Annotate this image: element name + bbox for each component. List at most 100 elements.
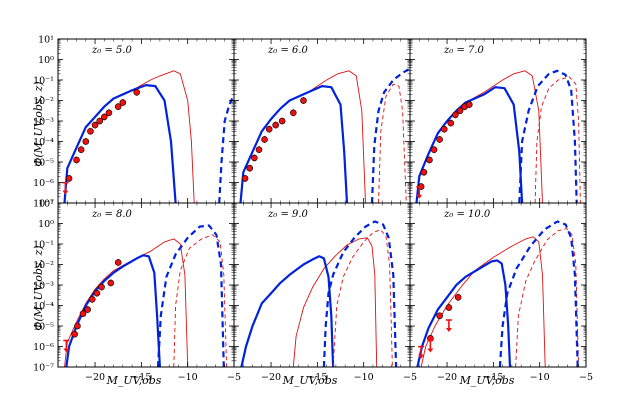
data-point <box>445 304 453 311</box>
data-point <box>265 125 273 133</box>
data-point <box>452 111 459 119</box>
data-point <box>71 330 78 338</box>
upper-limit-marker <box>427 339 434 353</box>
series-blue-solid <box>63 84 177 203</box>
data-point <box>96 117 103 125</box>
y-tick-label: 10⁻¹ <box>33 76 54 87</box>
panel-frame <box>409 38 587 204</box>
plot-area <box>62 70 234 203</box>
data-point <box>73 156 80 164</box>
data-point <box>93 289 101 297</box>
y-tick-label: 10⁻⁵ <box>33 158 54 169</box>
panel-label: z₀ = 10.0 <box>443 209 491 220</box>
data-point <box>261 136 268 143</box>
series-red-solid <box>292 237 378 367</box>
data-point <box>241 175 249 182</box>
upper-limit-marker <box>63 339 70 353</box>
panel-frame <box>409 202 587 368</box>
series-red-solid <box>64 238 189 367</box>
series-red-solid <box>420 236 546 367</box>
data-point <box>74 322 81 330</box>
panel-label: z₀ = 6.0 <box>267 45 309 56</box>
x-axis-label-1: M_UV,obs <box>106 374 162 387</box>
panel-5: −20 −15 −10 −5 z₀ = 9.0 <box>233 202 417 383</box>
data-point <box>272 121 279 129</box>
data-point <box>456 107 464 115</box>
series-blue-solid <box>239 85 349 203</box>
data-point <box>133 89 141 96</box>
plot-area <box>416 220 580 367</box>
panel-frame <box>57 38 235 204</box>
x-tick-label: −10 <box>354 372 374 383</box>
series-blue-dashed <box>498 220 579 367</box>
data-point <box>289 109 297 117</box>
y-tick-label: 10⁻³ <box>33 281 54 292</box>
y-tick-label: 10⁻⁴ <box>33 137 54 148</box>
y-tick-label: 10¹ <box>38 199 54 210</box>
data-point <box>65 175 73 182</box>
x-tick-label: −20 <box>437 372 457 383</box>
x-tick-label: −15 <box>131 372 151 383</box>
y-tick-label: 10⁰ <box>38 219 54 230</box>
data-point <box>101 113 108 121</box>
data-point <box>465 101 473 108</box>
data-point <box>278 117 286 125</box>
data-point <box>98 283 105 291</box>
upper-limit-marker <box>418 345 425 359</box>
panel-2: z₀ = 6.0 <box>233 38 411 204</box>
x-tick-label: −10 <box>530 372 550 383</box>
y-tick-label: 10⁻² <box>33 96 54 107</box>
data-point <box>436 312 443 320</box>
x-tick-label: −5 <box>403 372 417 383</box>
series-red-dashed <box>515 228 580 367</box>
series-red-dashed <box>173 234 228 367</box>
x-tick-label: −20 <box>261 372 281 383</box>
data-point <box>251 154 258 162</box>
data-point <box>255 146 263 153</box>
x-tick-label: −20 <box>85 372 105 383</box>
data-point <box>114 103 122 110</box>
series-blue-solid <box>240 255 335 367</box>
series-blue-solid <box>65 254 161 367</box>
x-tick-label: −15 <box>307 372 327 383</box>
panel-label: z₀ = 7.0 <box>443 45 485 56</box>
data-point <box>430 146 438 153</box>
data-point <box>77 146 85 153</box>
x-axis-label-2: M_UV,obs <box>282 374 338 387</box>
series-red-dashed <box>378 83 407 203</box>
y-axis-label-top: Φ(M_UV,obs, z) <box>32 81 45 166</box>
panel-frame <box>233 38 411 204</box>
data-point <box>440 125 448 133</box>
series-blue-dashed <box>370 67 410 203</box>
data-point <box>88 296 96 303</box>
panel-label: z₀ = 9.0 <box>267 209 309 220</box>
series-blue-solid <box>415 86 524 203</box>
x-tick-label: −15 <box>483 372 503 383</box>
data-point <box>420 168 428 176</box>
upper-limit-marker <box>62 181 69 195</box>
x-tick-label: −5 <box>579 372 593 383</box>
plot-area <box>63 224 228 367</box>
data-point <box>447 119 455 127</box>
data-point <box>454 293 462 301</box>
x-tick-label: −5 <box>227 372 241 383</box>
upper-limit-marker <box>416 185 423 199</box>
data-point <box>426 156 433 164</box>
data-point <box>114 259 122 266</box>
panel-6: −20 −15 −10 −5 z₀ = 10.0 <box>409 202 593 383</box>
data-point <box>436 136 443 143</box>
data-point <box>84 306 91 313</box>
panel-frame <box>57 202 235 368</box>
series-blue-dashed <box>518 69 578 203</box>
x-axis-label-3: M_UV,obs <box>459 374 515 387</box>
y-tick-label: 10⁻⁵ <box>33 322 54 333</box>
data-point <box>79 310 87 318</box>
series-red-dashed <box>332 229 393 367</box>
panel-3: z₀ = 7.0 <box>409 38 587 204</box>
y-axis-label-bottom: Φ(M_UV,obs, z) <box>32 245 45 330</box>
y-tick-label: 10⁻⁶ <box>33 342 54 353</box>
series-blue-dashed <box>322 220 398 367</box>
series-red-dashed <box>534 76 581 203</box>
y-tick-label: 10⁰ <box>38 55 54 66</box>
panel-1: 10⁻⁷ 10⁻⁶ 10⁻⁵ 10⁻⁴ 10⁻³ 10⁻² 10⁻¹ 10⁰ 10¹ z₀ = 5… <box>33 35 235 210</box>
